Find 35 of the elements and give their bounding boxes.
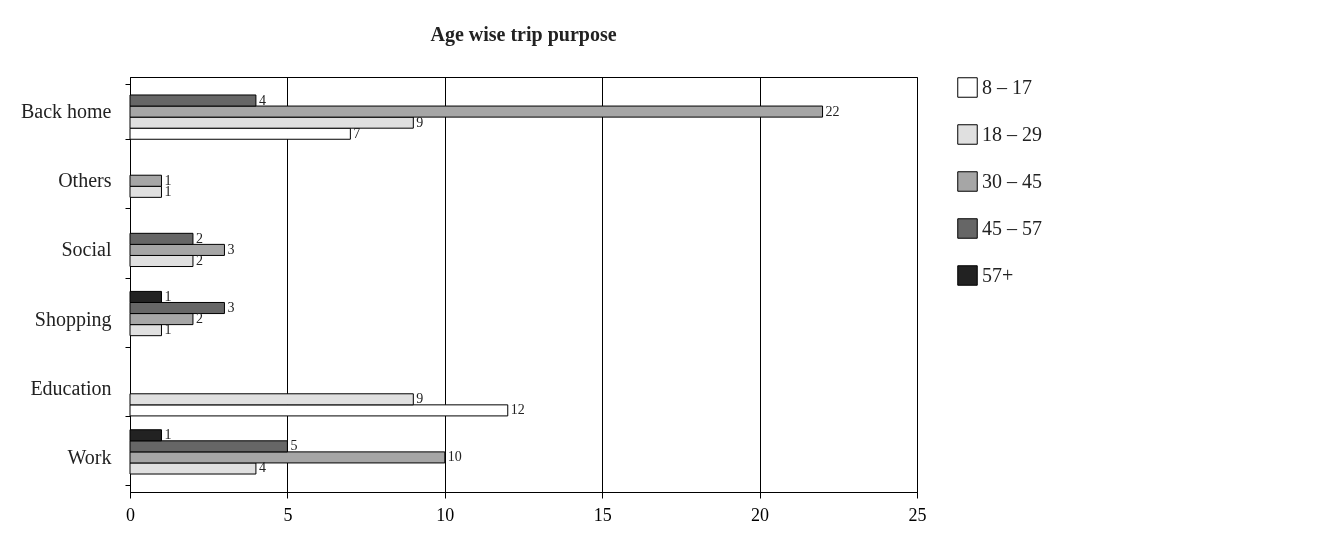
data-label: 12 [510, 402, 525, 418]
data-label: 9 [416, 391, 424, 407]
y-tick-label: Shopping [34, 307, 112, 331]
y-tick-label: Education [30, 376, 112, 399]
x-tick-label: 15 [593, 504, 612, 525]
y-tick-label: Others [58, 169, 112, 192]
data-label: 4 [258, 92, 266, 108]
data-label: 2 [195, 230, 203, 246]
x-tick-label: 0 [126, 504, 135, 525]
y-tick-label: Work [67, 445, 112, 468]
legend-label: 57+ [982, 263, 1014, 286]
legend-label: 45 – 57 [982, 216, 1042, 239]
data-label: 2 [195, 311, 203, 327]
chart-title: Age wise trip purpose [430, 23, 617, 46]
legend-label: 8 – 17 [982, 75, 1032, 98]
data-label: 3 [227, 241, 235, 257]
y-tick-label: Back home [20, 100, 112, 123]
x-tick-label: 20 [751, 504, 770, 525]
data-label: 2 [195, 252, 203, 268]
data-label: 1 [164, 288, 172, 304]
x-tick-label: 5 [283, 504, 293, 525]
data-label: 5 [290, 438, 298, 454]
x-tick-label: 25 [908, 504, 927, 525]
data-label: 3 [227, 300, 235, 316]
y-tick-label: Social [61, 238, 112, 261]
legend-label: 18 – 29 [982, 122, 1042, 145]
data-label: 9 [416, 114, 424, 130]
data-label: 4 [258, 460, 266, 476]
data-label: 1 [164, 427, 172, 443]
x-tick-label: 10 [436, 504, 455, 525]
data-label: 7 [353, 125, 361, 141]
legend-label: 30 – 45 [982, 169, 1042, 192]
data-label: 22 [825, 103, 840, 119]
data-label: 10 [447, 449, 462, 465]
data-label: 1 [164, 322, 172, 338]
